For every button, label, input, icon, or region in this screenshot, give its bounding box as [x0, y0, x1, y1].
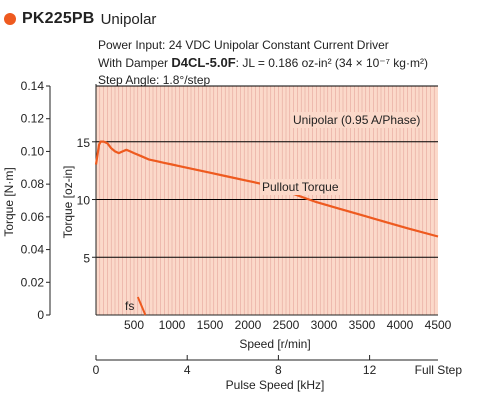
chart-title-row: PK225PB Unipolar [4, 10, 156, 28]
spec-step-angle: Step Angle: 1.8°/step [98, 73, 211, 87]
annotation-driver: Unipolar (0.95 A/Phase) [293, 113, 420, 127]
y-left-tick-label: 0 [37, 308, 44, 322]
y-left-tick-label: 0.12 [21, 112, 45, 126]
model-subtitle: Unipolar [100, 10, 157, 28]
x-pulse-note: Full Step [415, 363, 463, 377]
y-left-tick-label: 0.06 [21, 210, 45, 224]
y-left-axis-title: Torque [N·m] [2, 167, 16, 236]
x-speed-tick-label: 3500 [349, 318, 376, 332]
y-oz-tick-label: 10 [77, 194, 91, 208]
model-name: PK225PB [22, 10, 95, 27]
x-speed-tick-label: 4000 [387, 318, 414, 332]
series-layer [94, 140, 439, 316]
spec-damper-model: D4CL-5.0F [171, 55, 236, 70]
bullet-dot-icon [4, 13, 16, 25]
annotation-pullout-torque: Pullout Torque [262, 180, 339, 194]
x-speed-tick-label: 2000 [235, 318, 262, 332]
y-left-tick-label: 0.14 [21, 79, 45, 93]
x-speed-tick-label: 1500 [197, 318, 224, 332]
x-speed-tick-label: 3000 [311, 318, 338, 332]
axes [46, 84, 438, 361]
spec-damper-inertia: : JL = 0.186 oz-in² (34 × 10⁻⁷ kg·m²) [235, 56, 428, 70]
x-pulse-tick-label: 4 [184, 363, 191, 377]
label-layer: 0 0.02 0.04 0.06 0.08 0.10 0.12 0.14 5 10 15 Torque… [2, 79, 462, 392]
y-left-tick-label: 0.08 [21, 177, 45, 191]
x-pulse-tick-label: 0 [93, 363, 100, 377]
x-speed-tick-label: 1000 [159, 318, 186, 332]
annotation-pullout-bg [260, 179, 341, 195]
series-line-pullout-torque [94, 140, 439, 238]
x-speed-axis-title: Speed [r/min] [239, 337, 310, 351]
x-pulse-axis-title: Pulse Speed [kHz] [226, 378, 325, 392]
x-speed-tick-label: 500 [124, 318, 144, 332]
y-left-tick-label: 0.04 [21, 243, 45, 257]
spec-damper: With Damper D4CL-5.0F: JL = 0.186 oz-in²… [98, 55, 428, 70]
y-oz-axis-title: Torque [oz-in] [61, 166, 75, 239]
x-pulse-tick-label: 12 [363, 363, 377, 377]
annotation-fs: fs [125, 299, 134, 313]
annotation-driver-bg [291, 112, 423, 128]
spec-power-input: Power Input: 24 VDC Unipolar Constant Cu… [98, 38, 389, 52]
y-left-tick-label: 0.02 [21, 275, 45, 289]
y-oz-tick-label: 15 [77, 136, 91, 150]
x-pulse-tick-label: 8 [275, 363, 282, 377]
spec-damper-prefix: With Damper [98, 56, 172, 70]
series-line-fs [136, 296, 147, 316]
y-oz-tick-label: 5 [83, 251, 90, 265]
x-speed-tick-label: 2500 [273, 318, 300, 332]
x-speed-tick-label: 4500 [425, 318, 452, 332]
y-left-tick-label: 0.10 [21, 144, 45, 158]
